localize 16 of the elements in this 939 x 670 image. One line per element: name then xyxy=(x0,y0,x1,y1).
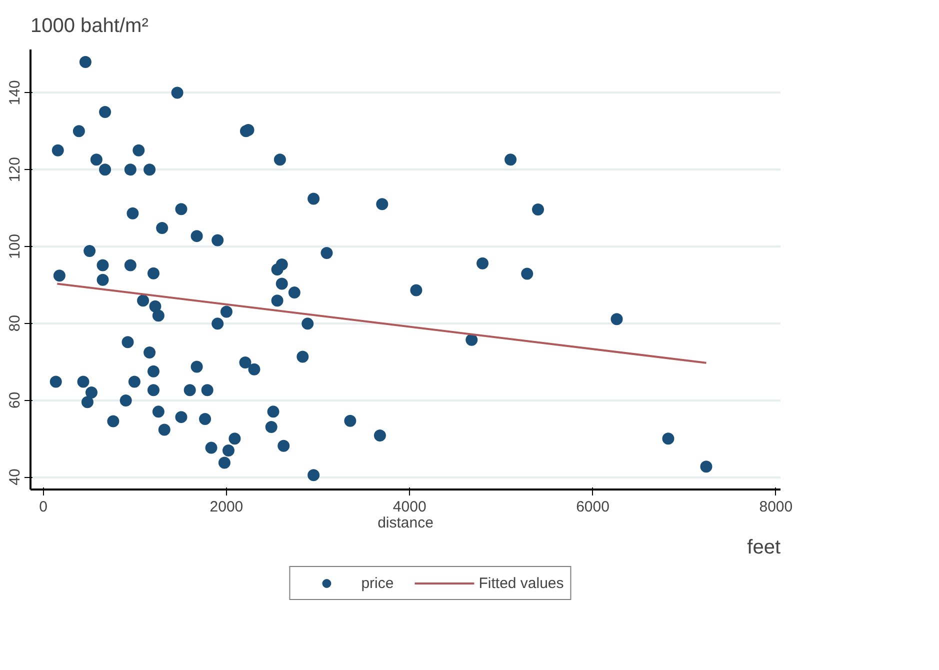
text: feet xyxy=(747,536,781,558)
x-tick-label: 2000 xyxy=(210,498,244,516)
y-tick-label: 80 xyxy=(6,314,24,332)
x-axis-title: distance xyxy=(378,514,434,532)
y-axis-title: 1000 baht/m² xyxy=(30,15,149,37)
y-tick-label: 140 xyxy=(6,80,24,106)
x-tick-label: 0 xyxy=(39,498,48,516)
legend-label: Fitted values xyxy=(478,574,564,592)
x-tick-label: 8000 xyxy=(759,498,793,516)
y-tick-label: 120 xyxy=(6,157,24,182)
y-tick-label: 100 xyxy=(6,234,24,259)
x-tick-label: 4000 xyxy=(392,498,426,516)
x-tick-label: 6000 xyxy=(576,498,610,516)
y-tick-label: 60 xyxy=(6,392,24,408)
legend-label: price xyxy=(361,574,394,592)
y-tick-label: 40 xyxy=(6,468,24,486)
